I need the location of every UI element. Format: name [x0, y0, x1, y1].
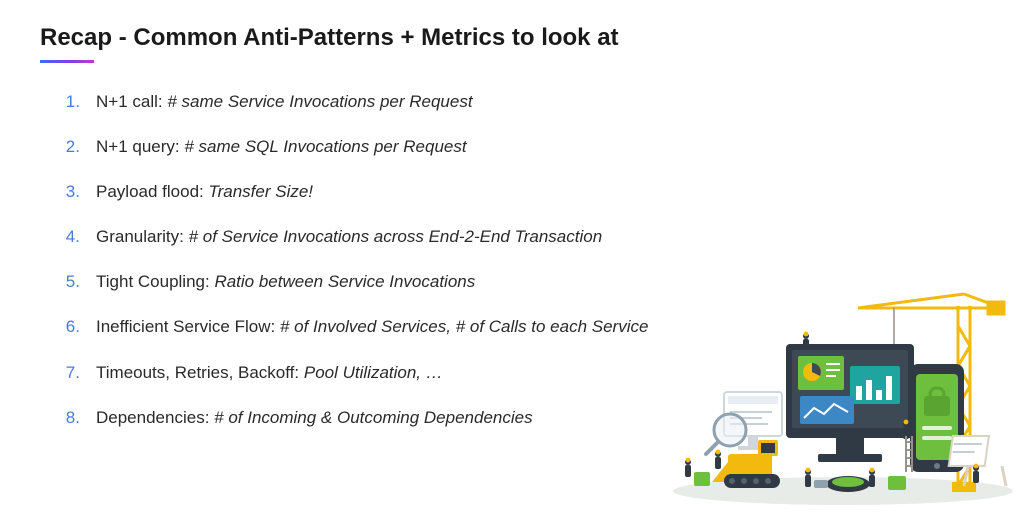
item-metric: Pool Utilization, …: [304, 363, 443, 382]
item-label: N+1 call:: [96, 92, 167, 111]
slide: Recap - Common Anti-Patterns + Metrics t…: [0, 0, 1024, 512]
slide-title: Recap - Common Anti-Patterns + Metrics t…: [40, 24, 984, 52]
item-metric: # of Involved Services, # of Calls to ea…: [280, 317, 649, 336]
item-label: Granularity:: [96, 227, 189, 246]
item-label: Timeouts, Retries, Backoff:: [96, 363, 304, 382]
list-item: N+1 query: # same SQL Invocations per Re…: [80, 136, 984, 158]
title-underline: [40, 60, 94, 63]
list-item: N+1 call: # same Service Invocations per…: [80, 91, 984, 113]
item-metric: # of Incoming & Outcoming Dependencies: [214, 408, 532, 427]
item-label: Payload flood:: [96, 182, 208, 201]
item-metric: # of Service Invocations across End-2-En…: [189, 227, 603, 246]
item-label: Inefficient Service Flow:: [96, 317, 280, 336]
list-item: Payload flood: Transfer Size!: [80, 181, 984, 203]
item-metric: Ratio between Service Invocations: [214, 272, 475, 291]
item-label: N+1 query:: [96, 137, 184, 156]
illustration-icon: [658, 286, 1018, 506]
item-metric: # same SQL Invocations per Request: [184, 137, 466, 156]
item-label: Tight Coupling:: [96, 272, 214, 291]
item-metric: # same Service Invocations per Request: [167, 92, 472, 111]
item-label: Dependencies:: [96, 408, 214, 427]
list-item: Granularity: # of Service Invocations ac…: [80, 226, 984, 248]
item-metric: Transfer Size!: [208, 182, 313, 201]
